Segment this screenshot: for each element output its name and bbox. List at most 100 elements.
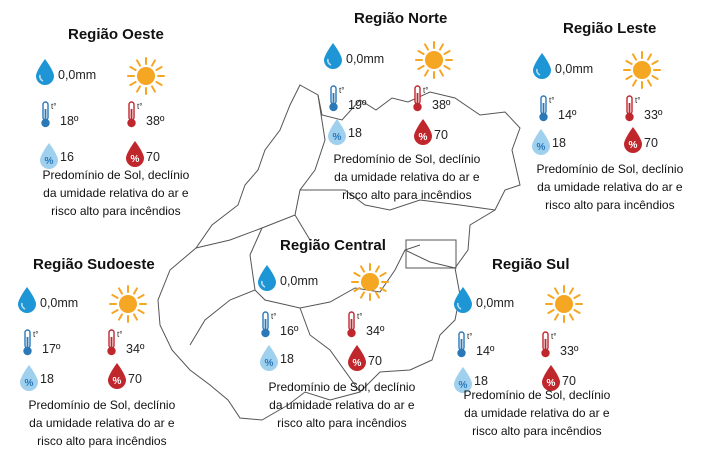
- forecast-summary-line: da umidade relativa do ar e: [334, 170, 480, 184]
- forecast-summary-line: Predomínio de Sol, declínio: [333, 152, 481, 166]
- water-drop-icon: [322, 42, 344, 75]
- temp-max-value: 34º: [366, 324, 385, 338]
- humidity-min-value: 18: [280, 352, 294, 366]
- forecast-summary-line: risco alto para incêndios: [342, 188, 472, 202]
- humidity-high-icon: %: [124, 140, 146, 173]
- temp-max-value: 33º: [560, 344, 579, 358]
- precipitation-value: 0,0mm: [346, 52, 385, 66]
- forecast-summary: Predomínio de Sol, declínio da umidade re…: [43, 166, 190, 220]
- forecast-summary-line: da umidade relativa do ar e: [43, 186, 189, 200]
- temp-min-value: 17º: [42, 342, 61, 356]
- thermometer-hot-icon: t°: [126, 100, 148, 135]
- forecast-summary-line: Predomínio de Sol, declínio: [463, 388, 611, 402]
- thermometer-hot-icon: t°: [412, 84, 434, 119]
- forecast-summary-line: Predomínio de Sol, declínio: [28, 398, 176, 412]
- thermometer-cold-icon: t°: [328, 84, 350, 119]
- region-title: Região Leste: [563, 20, 657, 37]
- forecast-summary-line: da umidade relativa do ar e: [269, 398, 415, 412]
- border-central-south: [299, 307, 361, 393]
- water-drop-icon: [256, 264, 278, 297]
- region-title: Região Oeste: [68, 26, 164, 43]
- svg-text:%: %: [537, 142, 546, 153]
- humidity-min-value: 18: [40, 372, 54, 386]
- svg-text:t°: t°: [137, 102, 142, 111]
- svg-text:%: %: [45, 156, 54, 167]
- forecast-summary-line: risco alto para incêndios: [37, 434, 167, 448]
- forecast-summary: Predomínio de Sol, declínio da umidade re…: [269, 378, 416, 432]
- humidity-max-value: 70: [368, 354, 382, 368]
- humidity-min-value: 18: [474, 374, 488, 388]
- water-drop-icon: [16, 286, 38, 319]
- region-title: Região Central: [280, 237, 386, 254]
- border-southwest-inner: [189, 289, 256, 346]
- thermometer-cold-icon: t°: [456, 330, 478, 365]
- thermometer-hot-icon: t°: [346, 310, 368, 345]
- temp-min-value: 19º: [348, 98, 367, 112]
- temp-min-value: 14º: [476, 344, 495, 358]
- forecast-summary-line: risco alto para incêndios: [51, 204, 181, 218]
- border-north-center: [300, 189, 496, 211]
- forecast-summary: Predomínio de Sol, declínio da umidade re…: [29, 396, 176, 450]
- forecast-summary-line: risco alto para incêndios: [277, 416, 407, 430]
- thermometer-cold-icon: t°: [538, 94, 560, 129]
- thermometer-hot-icon: t°: [106, 328, 128, 363]
- forecast-summary-line: da umidade relativa do ar e: [537, 180, 683, 194]
- humidity-low-icon: %: [38, 142, 60, 175]
- humidity-high-icon: %: [106, 362, 128, 395]
- precipitation-value: 0,0mm: [40, 296, 79, 310]
- temp-max-value: 38º: [146, 114, 165, 128]
- state-outline: [157, 84, 521, 421]
- sun-icon: [126, 56, 166, 101]
- humidity-low-icon: %: [326, 118, 348, 151]
- thermometer-cold-icon: t°: [40, 100, 62, 135]
- humidity-high-icon: %: [622, 126, 644, 159]
- humidity-low-icon: %: [452, 366, 474, 399]
- sun-icon: [622, 50, 662, 95]
- svg-text:t°: t°: [33, 330, 38, 339]
- forecast-summary: Predomínio de Sol, declínio da umidade re…: [464, 386, 611, 440]
- precipitation-value: 0,0mm: [280, 274, 319, 288]
- svg-text:t°: t°: [117, 330, 122, 339]
- thermometer-cold-icon: t°: [22, 328, 44, 363]
- thermometer-cold-icon: t°: [260, 310, 282, 345]
- forecast-summary-line: risco alto para incêndios: [545, 198, 675, 212]
- svg-text:t°: t°: [271, 312, 276, 321]
- humidity-low-icon: %: [258, 344, 280, 377]
- svg-text:%: %: [265, 358, 274, 369]
- svg-text:%: %: [25, 378, 34, 389]
- forecast-summary-line: da umidade relativa do ar e: [29, 416, 175, 430]
- sun-icon: [350, 262, 390, 307]
- thermometer-hot-icon: t°: [624, 94, 646, 129]
- svg-text:%: %: [353, 358, 362, 369]
- humidity-min-value: 16: [60, 150, 74, 164]
- border-east-south: [404, 249, 456, 269]
- sun-icon: [414, 40, 454, 85]
- region-title: Região Sul: [492, 256, 570, 273]
- sun-icon: [108, 284, 148, 329]
- forecast-summary-line: da umidade relativa do ar e: [464, 406, 610, 420]
- svg-text:%: %: [333, 132, 342, 143]
- precipitation-value: 0,0mm: [476, 296, 515, 310]
- humidity-high-icon: %: [346, 344, 368, 377]
- svg-text:%: %: [459, 380, 468, 391]
- humidity-max-value: 70: [562, 374, 576, 388]
- temp-max-value: 33º: [644, 108, 663, 122]
- svg-text:t°: t°: [357, 312, 362, 321]
- water-drop-icon: [34, 58, 56, 91]
- svg-text:t°: t°: [635, 96, 640, 105]
- water-drop-icon: [452, 286, 474, 319]
- forecast-summary-line: Predomínio de Sol, declínio: [268, 380, 416, 394]
- border-central: [249, 227, 421, 309]
- svg-text:t°: t°: [51, 102, 56, 111]
- svg-text:t°: t°: [549, 96, 554, 105]
- humidity-high-icon: %: [540, 364, 562, 397]
- humidity-max-value: 70: [128, 372, 142, 386]
- svg-text:%: %: [547, 378, 556, 389]
- precipitation-value: 0,0mm: [555, 62, 594, 76]
- water-drop-icon: [531, 52, 553, 85]
- svg-text:%: %: [113, 376, 122, 387]
- border-north-west: [294, 94, 326, 216]
- thermometer-hot-icon: t°: [540, 330, 562, 365]
- svg-text:%: %: [419, 132, 428, 143]
